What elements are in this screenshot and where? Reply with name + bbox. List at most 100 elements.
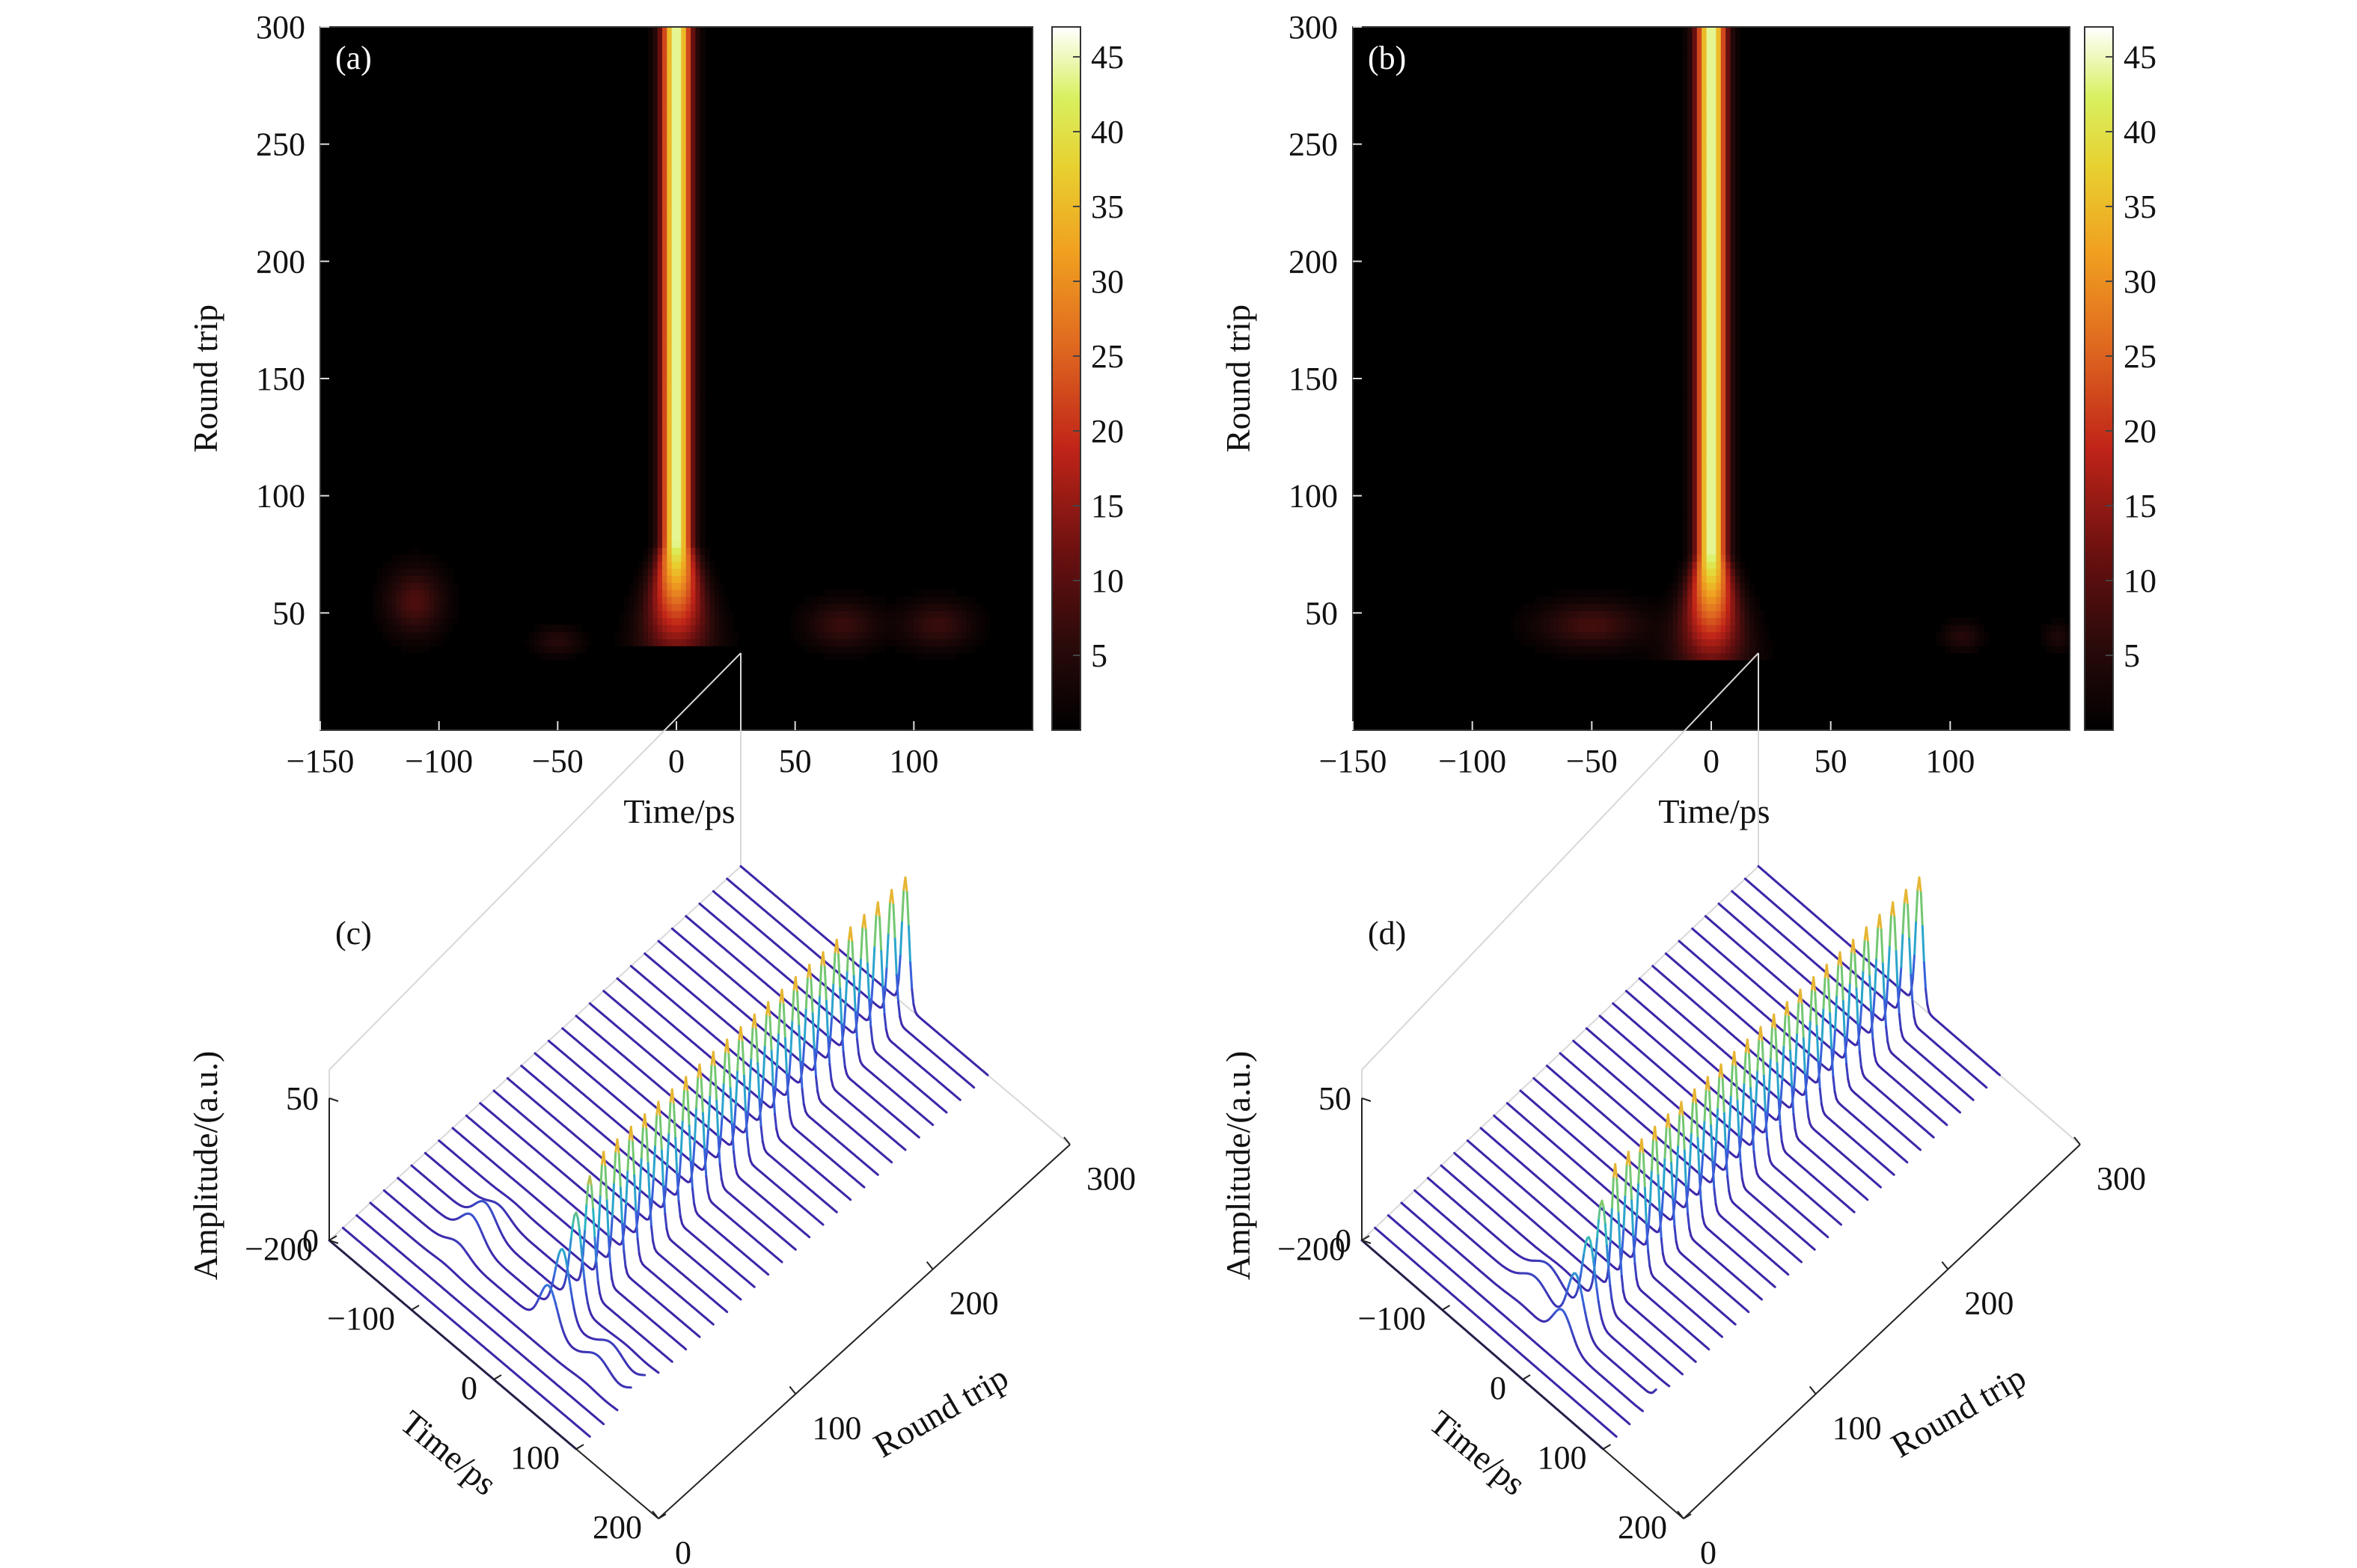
heatmap-cell (1720, 427, 1726, 435)
heatmap-cell (1725, 533, 1731, 541)
heatmap-cell (695, 371, 701, 379)
heatmap-cell (676, 280, 682, 288)
heatmap-cell (681, 153, 687, 162)
heatmap-cell (1639, 596, 1645, 604)
heatmap-cell (861, 603, 867, 611)
heatmap-cell (700, 132, 706, 140)
heatmap-cell (1725, 301, 1731, 309)
heatmap-cell (1601, 589, 1607, 597)
panel-label: (a) (335, 40, 372, 76)
heatmap-cell (1730, 216, 1736, 224)
heatmap-cell (652, 357, 658, 365)
heatmap-cell (647, 456, 653, 464)
heatmap-cell (667, 497, 673, 506)
heatmap-cell (1634, 631, 1640, 640)
heatmap-cell (434, 561, 440, 569)
trace-segment (819, 963, 823, 997)
heatmap-cell (662, 266, 667, 274)
heatmap-cell (1563, 596, 1568, 604)
heatmap-cell (657, 449, 663, 456)
heatmap-cell (1716, 350, 1722, 358)
heatmap-cell (1678, 617, 1684, 625)
heatmap-cell (1730, 610, 1736, 619)
heatmap-cell (1696, 371, 1702, 379)
heatmap-cell (662, 603, 667, 611)
heatmap-cell (961, 617, 967, 625)
heatmap-cell (1706, 195, 1712, 203)
heatmap-cell (1553, 646, 1559, 654)
heatmap-cell (1696, 40, 1702, 49)
heatmap-cell (1672, 582, 1678, 590)
heatmap-cell (1734, 329, 1740, 337)
heatmap-cell (685, 427, 691, 435)
heatmap-cell (1558, 652, 1564, 661)
heatmap-cell (1706, 554, 1712, 562)
heatmap-cell (643, 575, 649, 584)
heatmap-cell (391, 575, 397, 584)
trace-segment (794, 976, 798, 993)
heatmap-cell (691, 575, 696, 584)
heatmap-cell (1702, 652, 1708, 661)
heatmap-cell (1696, 505, 1702, 513)
heatmap-cell (662, 97, 667, 105)
heatmap-cell (685, 533, 691, 541)
heatmap-cell (1711, 554, 1716, 562)
heatmap-cell (1620, 603, 1626, 611)
heatmap-cell (662, 55, 667, 63)
trace-segment (890, 889, 895, 906)
x-tick-label: 0 (1703, 743, 1719, 780)
heatmap-cell (1711, 168, 1716, 175)
heatmap-cell (1702, 441, 1708, 450)
heatmap-cell (691, 582, 696, 590)
heatmap-cell (1725, 329, 1731, 337)
heatmap-cell (662, 406, 667, 414)
heatmap-cell (685, 153, 691, 162)
heatmap-cell (647, 484, 653, 491)
heatmap-cell (1692, 273, 1698, 281)
heatmap-cell (1682, 48, 1688, 56)
heatmap-cell (947, 610, 953, 619)
heatmap-cell (453, 617, 459, 625)
heatmap-cell (1734, 435, 1740, 443)
heatmap-cell (1601, 603, 1607, 611)
heatmap-cell (529, 631, 535, 640)
heatmap-cell (657, 519, 663, 527)
y-tick-label: 50 (272, 595, 305, 631)
heatmap-cell (866, 631, 872, 640)
heatmap-cell (975, 617, 981, 625)
heatmap-cell (1716, 343, 1722, 351)
heatmap-cell (875, 596, 881, 604)
heatmap-cell (1563, 589, 1568, 597)
heatmap-cell (685, 280, 691, 288)
heatmap-cell (1702, 294, 1708, 302)
heatmap-cell (647, 104, 653, 112)
heatmap-cell (1610, 589, 1616, 597)
heatmap-cell (705, 589, 710, 597)
heatmap-cell (671, 533, 677, 541)
heatmap-cell (1725, 27, 1731, 34)
heatmap-cell (852, 603, 857, 611)
heatmap-cell (667, 414, 673, 421)
heatmap-cell (662, 203, 667, 210)
heatmap-cell (709, 596, 715, 604)
heatmap-cell (1601, 610, 1607, 619)
heatmap-cell (1539, 631, 1545, 640)
heatmap-cell (396, 610, 402, 619)
heatmap-cell (1716, 168, 1722, 175)
heatmap-cell (420, 568, 426, 576)
heatmap-cell (685, 160, 691, 168)
heatmap-cell (1586, 589, 1592, 597)
heatmap-cell (667, 449, 673, 456)
heatmap-cell (652, 519, 658, 527)
heatmap-cell (1734, 652, 1740, 661)
heatmap-cell (386, 561, 392, 569)
heatmap-cell (1702, 322, 1708, 330)
heatmap-cell (1702, 62, 1708, 70)
heatmap-cell (843, 625, 848, 632)
heatmap-cell (1663, 610, 1669, 619)
heatmap-cell (638, 589, 644, 597)
heatmap-cell (647, 146, 653, 154)
heatmap-cell (1734, 48, 1740, 56)
heatmap-cell (377, 596, 383, 604)
heatmap-cell (1730, 209, 1736, 218)
